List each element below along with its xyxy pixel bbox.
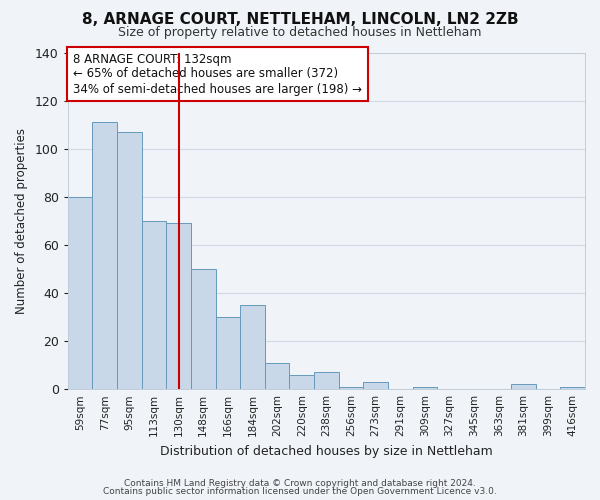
Bar — [364, 382, 388, 389]
Bar — [142, 221, 166, 389]
X-axis label: Distribution of detached houses by size in Nettleham: Distribution of detached houses by size … — [160, 444, 493, 458]
Bar — [265, 362, 289, 389]
Y-axis label: Number of detached properties: Number of detached properties — [15, 128, 28, 314]
Bar — [166, 223, 191, 389]
Text: 8 ARNAGE COURT: 132sqm
← 65% of detached houses are smaller (372)
34% of semi-de: 8 ARNAGE COURT: 132sqm ← 65% of detached… — [73, 52, 362, 96]
Text: Contains HM Land Registry data © Crown copyright and database right 2024.: Contains HM Land Registry data © Crown c… — [124, 478, 476, 488]
Text: Contains public sector information licensed under the Open Government Licence v3: Contains public sector information licen… — [103, 487, 497, 496]
Bar — [68, 197, 92, 389]
Bar — [215, 317, 240, 389]
Bar — [240, 305, 265, 389]
Bar — [92, 122, 117, 389]
Bar — [413, 387, 437, 389]
Text: 8, ARNAGE COURT, NETTLEHAM, LINCOLN, LN2 2ZB: 8, ARNAGE COURT, NETTLEHAM, LINCOLN, LN2… — [82, 12, 518, 28]
Bar — [339, 387, 364, 389]
Bar — [117, 132, 142, 389]
Text: Size of property relative to detached houses in Nettleham: Size of property relative to detached ho… — [118, 26, 482, 39]
Bar — [511, 384, 536, 389]
Bar — [289, 375, 314, 389]
Bar — [191, 269, 215, 389]
Bar — [314, 372, 339, 389]
Bar — [560, 387, 585, 389]
